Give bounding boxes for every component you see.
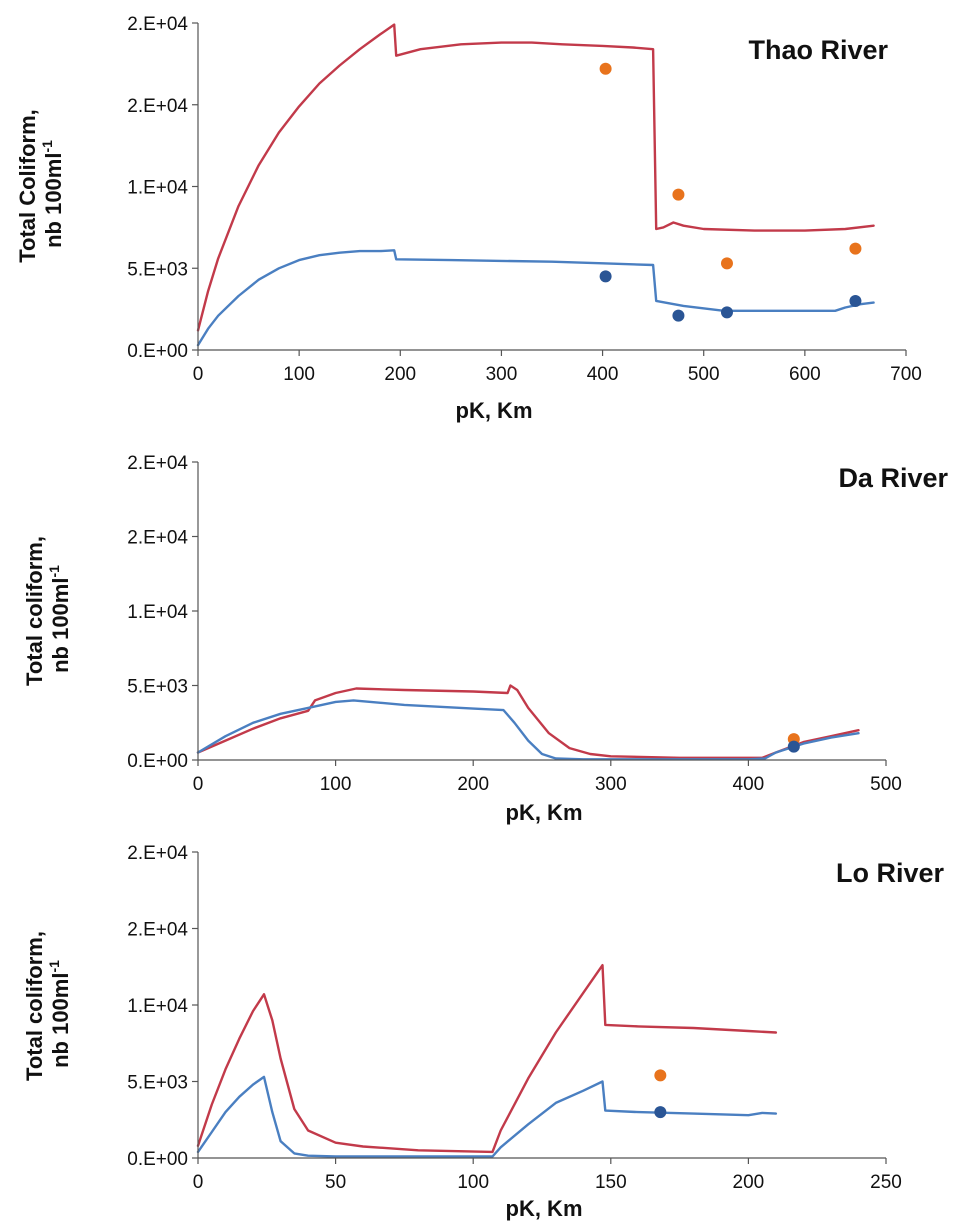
lo-y-title-line1: Total coliform, xyxy=(22,931,47,1081)
thao-x-tick-label: 100 xyxy=(283,364,315,385)
lo-x-axis-title: pK, Km xyxy=(506,1196,583,1221)
thao-x-tick-label: 500 xyxy=(688,364,720,385)
thao-x-tick-label: 0 xyxy=(193,364,204,385)
thao-y-tick-label: 2.E+04 xyxy=(127,14,188,35)
da-tick-marks: 0.E+00 5.E+03 1.E+04 2.E+04 2.E+04 0 100 200 300… xyxy=(127,453,902,795)
thao-y-title-line2: nb 100ml xyxy=(41,153,66,248)
thao-y-tick-label: 2.E+04 xyxy=(127,96,188,117)
thao-series-line-blue xyxy=(196,249,875,347)
thao-y-title-line1: Total Coliform, xyxy=(15,109,40,263)
lo-y-tick-label: 0.E+00 xyxy=(127,1149,188,1170)
thao-tick-marks: 0.E+00 5.E+03 1.E+04 2.E+04 2.E+04 0 100 200 300… xyxy=(127,14,922,385)
da-panel-title: Da River xyxy=(838,463,948,493)
lo-x-tick-label: 100 xyxy=(457,1172,489,1193)
da-x-tick-label: 100 xyxy=(320,774,352,795)
thao-plot-marks xyxy=(196,23,875,347)
thao-x-tick-label: 600 xyxy=(789,364,821,385)
da-y-tick-label: 2.E+04 xyxy=(127,528,188,549)
lo-y-tick-label: 1.E+04 xyxy=(127,996,188,1017)
lo-y-title-line2: nb 100ml xyxy=(48,973,73,1068)
thao-y-tick-label: 0.E+00 xyxy=(127,341,188,362)
thao-x-tick-label: 300 xyxy=(486,364,518,385)
da-y-title-sup: -1 xyxy=(46,565,62,578)
lo-y-axis-title: Total coliform,nb 100ml-1 xyxy=(22,931,73,1081)
da-y-title-line2: nb 100ml xyxy=(48,578,73,673)
da-y-tick-label: 2.E+04 xyxy=(127,453,188,474)
thao-observed-point-blue xyxy=(849,294,862,307)
da-x-tick-label: 0 xyxy=(193,774,204,795)
da-x-tick-label: 400 xyxy=(733,774,765,795)
lo-x-tick-label: 200 xyxy=(733,1172,765,1193)
thao-observed-point-orange xyxy=(849,242,862,255)
lo-observed-point-blue xyxy=(654,1106,667,1119)
thao-y-tick-label: 1.E+04 xyxy=(127,178,188,199)
thao-observed-point-blue xyxy=(720,306,733,319)
thao-x-tick-label: 700 xyxy=(890,364,922,385)
thao-y-tick-label: 5.E+03 xyxy=(127,259,188,280)
panel-da-river: 0.E+00 5.E+03 1.E+04 2.E+04 2.E+04 0 100 200 300… xyxy=(22,453,948,825)
lo-y-title-sup: -1 xyxy=(46,960,62,973)
panel-lo-river: 0.E+00 5.E+03 1.E+04 2.E+04 2.E+04 0 50 100 150 2… xyxy=(22,843,944,1221)
thao-observed-point-orange xyxy=(599,62,612,75)
da-plot-marks xyxy=(196,684,860,761)
thao-observed-point-blue xyxy=(672,309,685,322)
lo-x-tick-label: 150 xyxy=(595,1172,627,1193)
lo-tick-marks: 0.E+00 5.E+03 1.E+04 2.E+04 2.E+04 0 50 100 150 2… xyxy=(127,843,902,1193)
thao-observed-point-orange xyxy=(720,257,733,270)
lo-observed-point-orange xyxy=(654,1069,667,1082)
lo-x-tick-label: 50 xyxy=(325,1172,346,1193)
thao-y-axis-title: Total Coliform,nb 100ml-1 xyxy=(15,109,66,263)
thao-x-tick-label: 400 xyxy=(587,364,619,385)
lo-y-tick-label: 2.E+04 xyxy=(127,843,188,864)
da-x-tick-label: 200 xyxy=(457,774,489,795)
thao-y-title-sup: -1 xyxy=(39,140,55,153)
da-y-tick-label: 0.E+00 xyxy=(127,751,188,772)
lo-x-tick-label: 250 xyxy=(870,1172,902,1193)
thao-observed-point-blue xyxy=(599,270,612,283)
lo-x-tick-label: 0 xyxy=(193,1172,204,1193)
da-series-line-blue xyxy=(196,699,860,761)
da-series-line-red xyxy=(196,684,860,759)
lo-plot-marks xyxy=(196,964,778,1158)
thao-panel-title: Thao River xyxy=(748,35,888,65)
lo-y-tick-label: 5.E+03 xyxy=(127,1073,188,1094)
da-x-tick-label: 500 xyxy=(870,774,902,795)
panel-thao-river: 0.E+00 5.E+03 1.E+04 2.E+04 2.E+04 0 100 200 300… xyxy=(15,14,922,423)
thao-x-tick-label: 200 xyxy=(384,364,416,385)
lo-y-tick-label: 2.E+04 xyxy=(127,920,188,941)
da-x-tick-label: 300 xyxy=(595,774,627,795)
lo-series-line-red xyxy=(196,964,778,1154)
da-x-axis-title: pK, Km xyxy=(506,800,583,825)
thao-series-line-red xyxy=(196,23,875,332)
thao-observed-point-orange xyxy=(672,188,685,201)
lo-series-line-blue xyxy=(196,1075,778,1158)
thao-x-axis-title: pK, Km xyxy=(456,398,533,423)
da-observed-point-blue xyxy=(787,740,800,753)
da-y-tick-label: 5.E+03 xyxy=(127,677,188,698)
da-y-axis-title: Total coliform,nb 100ml-1 xyxy=(22,536,73,686)
da-y-tick-label: 1.E+04 xyxy=(127,602,188,623)
da-y-title-line1: Total coliform, xyxy=(22,536,47,686)
lo-panel-title: Lo River xyxy=(836,858,945,888)
